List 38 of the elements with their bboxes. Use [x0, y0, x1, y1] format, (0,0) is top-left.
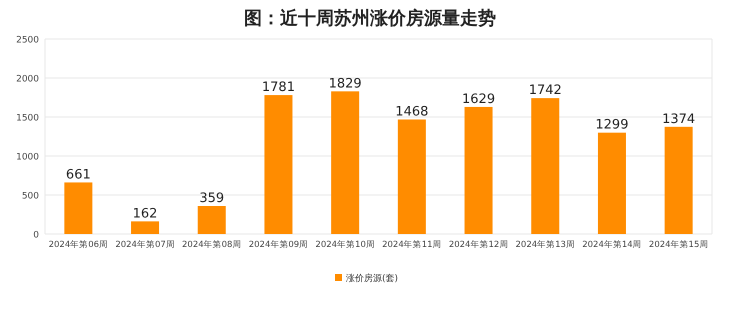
data-label: 1374: [662, 112, 696, 127]
bar: [664, 126, 693, 234]
data-label: 1742: [528, 83, 562, 98]
data-label: 162: [132, 206, 158, 222]
x-tick-label: 2024年第12周: [448, 239, 508, 250]
data-label: 661: [66, 167, 91, 182]
x-tick-label: 2024年第06周: [48, 239, 108, 250]
data-label: 1829: [328, 76, 362, 92]
data-label: 359: [199, 191, 224, 206]
data-label: 1629: [462, 92, 496, 107]
x-tick-label: 2024年第07周: [115, 239, 175, 250]
x-tick-label: 2024年第14周: [582, 239, 642, 250]
data-label: 1781: [262, 80, 295, 96]
y-tick-label: 1500: [16, 114, 40, 124]
y-tick-label: 2000: [16, 74, 40, 84]
x-tick-label: 2024年第08周: [182, 239, 242, 250]
chart-title: 图：近十周苏州涨价房源量走势: [244, 8, 496, 29]
data-label: 1468: [395, 104, 428, 120]
x-tick-label: 2024年第15周: [648, 239, 708, 250]
x-tick-label: 2024年第09周: [248, 239, 308, 250]
bar: [131, 221, 160, 234]
legend-label: 涨价房源(套): [346, 273, 398, 284]
bar: [198, 206, 226, 234]
bar: [464, 106, 493, 234]
x-tick-label: 2024年第13周: [516, 239, 575, 250]
bar: [598, 132, 626, 234]
bar: [398, 119, 426, 234]
y-tick-label: 0: [33, 230, 40, 240]
y-tick-label: 1000: [16, 152, 40, 162]
y-tick-label: 500: [22, 192, 40, 202]
data-label: 1299: [595, 118, 628, 133]
y-tick-label: 2500: [16, 36, 40, 46]
bar: [531, 98, 560, 234]
bar: [264, 95, 292, 234]
x-tick-label: 2024年第11周: [382, 239, 442, 250]
bar: [64, 182, 92, 234]
bar: [331, 91, 360, 234]
x-tick-label: 2024年第10周: [315, 239, 375, 250]
